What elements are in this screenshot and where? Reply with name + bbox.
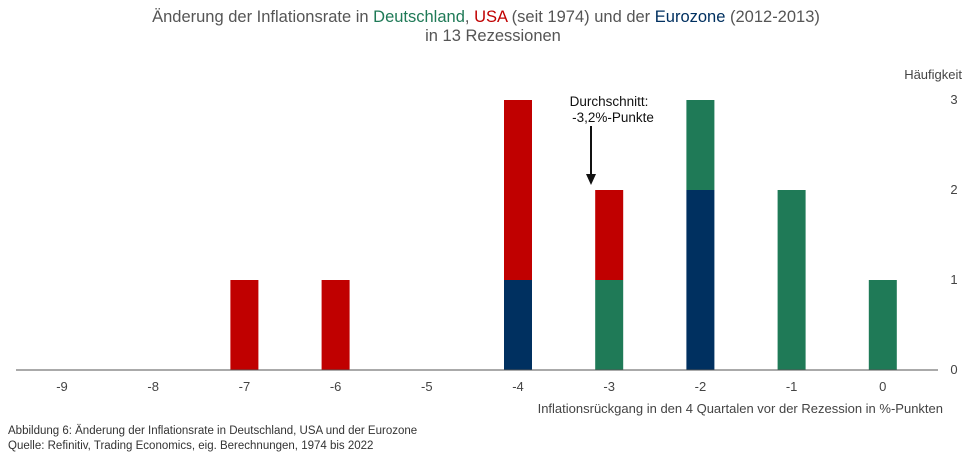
source-note: Quelle: Refinitiv, Trading Economics, ei… [8, 440, 374, 452]
x-tick-label: 0 [879, 379, 886, 394]
bar-deutschland--1 [777, 190, 806, 370]
bar-deutschland-0 [868, 280, 897, 370]
bar-eurozone--4 [504, 280, 532, 370]
x-tick-label: -9 [56, 379, 68, 394]
title-segment: (2012-2013) [725, 8, 819, 26]
title-segment: , [465, 8, 474, 26]
title-segment: Eurozone [655, 8, 726, 26]
x-tick-label: -7 [239, 379, 251, 394]
bar-usa--3 [595, 190, 624, 280]
x-tick-label: -3 [603, 379, 615, 394]
chart-title-line-2: in 13 Rezessionen [425, 27, 561, 45]
title-segment: (seit 1974) und der [507, 8, 655, 26]
x-axis-label: Inflationsrückgang in den 4 Quartalen vo… [538, 401, 943, 416]
annotation-arrowhead [586, 174, 596, 185]
figure-caption: Abbildung 6: Änderung der Inflationsrate… [8, 425, 418, 437]
x-tick-label: -1 [786, 379, 798, 394]
title-segment: Deutschland [373, 8, 465, 26]
x-tick-label: -5 [421, 379, 433, 394]
x-tick-label: -2 [695, 379, 707, 394]
bar-usa--4 [504, 100, 532, 280]
bars [230, 100, 897, 370]
bar-deutschland--3 [595, 280, 624, 370]
y-tick-label: 2 [950, 182, 957, 197]
x-tick-label: -6 [330, 379, 342, 394]
bar-deutschland--2 [686, 100, 715, 190]
y-tick-label: 1 [950, 272, 957, 287]
x-tick-labels: -9 -8 -7 -6 -5 -4 -3 -2 -1 0 [56, 379, 886, 394]
annotation-line-1: Durchschnitt: [570, 94, 649, 109]
y-tick-label: 3 [950, 92, 957, 107]
title-segment: USA [474, 8, 508, 26]
x-tick-label: -4 [512, 379, 524, 394]
y-tick-label: 0 [950, 362, 957, 377]
bar-usa--7 [230, 280, 259, 370]
y-axis-label: Häufigkeit [904, 67, 962, 82]
x-tick-label: -8 [147, 379, 159, 394]
bar-usa--6 [321, 280, 350, 370]
bar-eurozone--2 [686, 190, 715, 370]
title-segment: Änderung der Inflationsrate in [152, 8, 373, 26]
annotation-line-2: -3,2%-Punkte [572, 110, 654, 125]
y-tick-labels: 0 1 2 3 [950, 92, 957, 377]
chart-title: Änderung der Inflationsrate in Deutschla… [152, 8, 820, 26]
